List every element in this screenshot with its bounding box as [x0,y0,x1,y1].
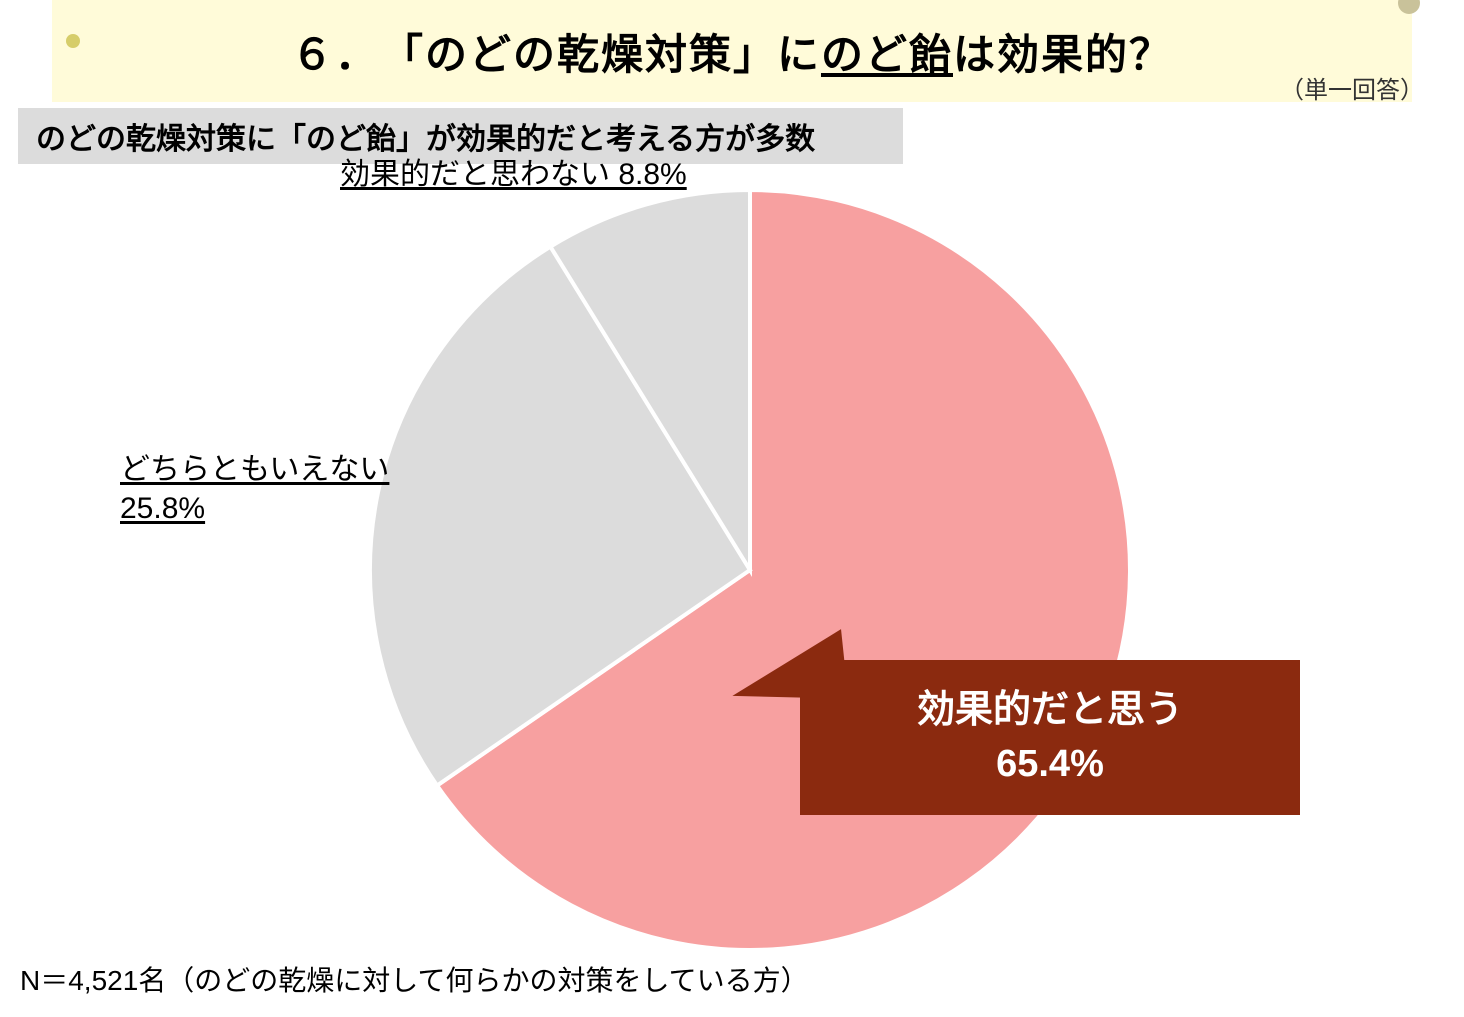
pie-slices-group [370,190,1130,950]
slice-label-not-effective: 効果的だと思わない 8.8% [340,155,687,194]
title-suffix: は効果的？ [953,31,1173,78]
decorative-dot-right [1398,0,1420,14]
decorative-dot-left [66,34,80,48]
neither-line2: 25.8% [120,492,205,525]
sample-size-note: N＝4,521名（のどの乾燥に対して何らかの対策をしている方） [20,959,809,999]
callout-text: 効果的だと思う 65.4% [917,684,1183,790]
chart-area: 効果的だと思わない 8.8% どちらともいえない 25.8% 効果的だと思う 6… [0,160,1464,960]
callout-box: 効果的だと思う 65.4% [800,660,1300,815]
page-title: ６． 「のどの乾燥対策」にのど飴は効果的？ [291,21,1173,82]
title-prefix: ６． 「のどの乾燥対策」に [291,31,821,78]
neither-line1: どちらともいえない [120,453,389,486]
slice-label-neither: どちらともいえない 25.8% [120,450,389,528]
callout-line2: 65.4% [996,743,1104,785]
callout-line1: 効果的だと思う [917,689,1183,731]
subtitle-text: のどの乾燥対策に「のど飴」が効果的だと考える方が多数 [36,114,885,158]
response-type-note: （単一回答） [1280,70,1424,105]
title-bar: ６． 「のどの乾燥対策」にのど飴は効果的？ [52,0,1412,102]
title-underlined: のど飴 [821,31,953,78]
pie-chart-svg [350,170,1150,970]
